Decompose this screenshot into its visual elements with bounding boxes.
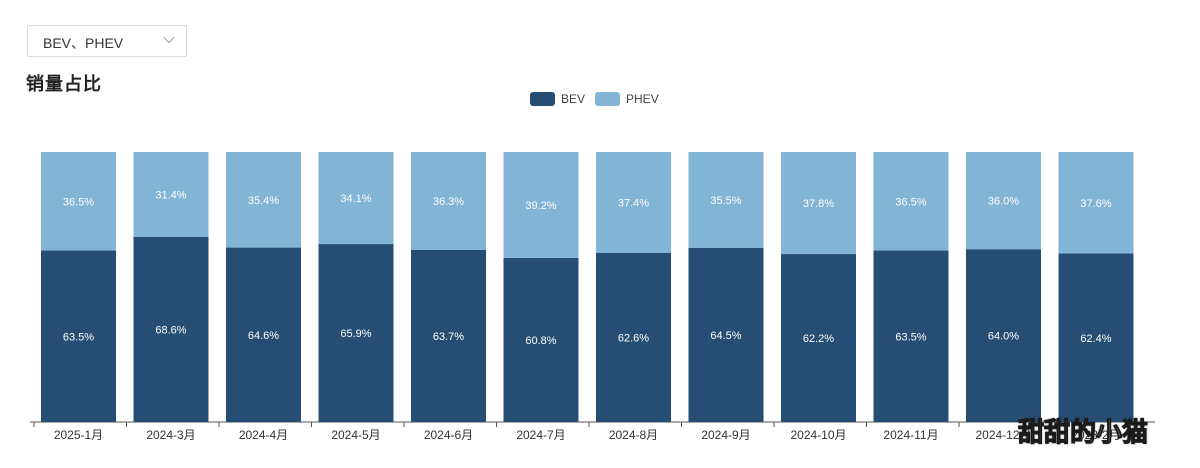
bar-phev-9[interactable] xyxy=(873,152,949,251)
legend-label-phev: PHEV xyxy=(626,92,659,106)
bar-bev-4[interactable] xyxy=(411,250,486,422)
x-tick-label-11: 2023-2月 xyxy=(1071,428,1120,442)
bar-phev-1[interactable] xyxy=(133,152,209,237)
bar-bev-5[interactable] xyxy=(503,257,579,422)
bar-phev-6[interactable] xyxy=(596,152,671,253)
legend-swatch-bev xyxy=(530,92,555,106)
bar-phev-7[interactable] xyxy=(688,152,764,248)
bar-bev-1[interactable] xyxy=(133,236,209,422)
bar-phev-0[interactable] xyxy=(41,152,116,251)
bar-bev-8[interactable] xyxy=(781,254,856,422)
bar-label-bev-4: 63.7% xyxy=(433,331,464,343)
bar-bev-7[interactable] xyxy=(688,247,764,422)
bar-label-bev-6: 62.6% xyxy=(618,332,649,344)
bar-label-phev-11: 37.6% xyxy=(1080,198,1111,210)
bar-label-phev-1: 31.4% xyxy=(155,189,186,201)
legend-item-phev[interactable]: PHEV xyxy=(595,92,659,106)
bar-bev-3[interactable] xyxy=(318,244,394,422)
x-tick-label-5: 2024-7月 xyxy=(516,428,565,442)
bar-label-bev-8: 62.2% xyxy=(803,333,834,345)
watermark: 甜甜的小猫 xyxy=(1017,418,1149,449)
x-tick-label-4: 2024-6月 xyxy=(424,428,473,442)
bar-label-phev-4: 36.3% xyxy=(433,196,464,208)
bar-label-bev-1: 68.6% xyxy=(155,324,186,336)
bar-label-bev-0: 63.5% xyxy=(63,331,94,343)
bar-label-phev-6: 37.4% xyxy=(618,197,649,209)
chevron-down-icon xyxy=(163,37,175,44)
bar-bev-9[interactable] xyxy=(873,250,949,422)
x-tick-label-7: 2024-9月 xyxy=(701,428,750,442)
legend-swatch-phev xyxy=(595,92,621,106)
chart-title: 销量占比 xyxy=(26,74,102,95)
bar-label-phev-7: 35.5% xyxy=(710,195,741,207)
x-tick-label-8: 2024-10月 xyxy=(790,428,846,442)
bar-label-phev-8: 37.8% xyxy=(803,198,834,210)
x-tick-label-1: 2024-3月 xyxy=(146,428,195,442)
bar-label-phev-3: 34.1% xyxy=(340,193,371,205)
bar-label-phev-10: 36.0% xyxy=(988,196,1019,208)
bar-bev-11[interactable] xyxy=(1058,253,1134,422)
bar-bev-10[interactable] xyxy=(966,249,1041,422)
bar-phev-11[interactable] xyxy=(1058,152,1134,254)
chart-legend: BEV PHEV xyxy=(530,92,669,106)
x-tick-label-2: 2024-4月 xyxy=(239,428,288,442)
legend-item-bev[interactable]: BEV xyxy=(530,92,585,106)
bar-label-phev-9: 36.5% xyxy=(895,196,926,208)
bar-label-bev-10: 64.0% xyxy=(988,331,1019,343)
x-tick-label-3: 2024-5月 xyxy=(331,428,380,442)
x-tick-label-0: 2025-1月 xyxy=(54,428,103,442)
bar-bev-2[interactable] xyxy=(226,247,301,422)
bar-label-bev-3: 65.9% xyxy=(340,328,371,340)
x-tick-label-6: 2024-8月 xyxy=(609,428,658,442)
series-filter-value: BEV、PHEV xyxy=(43,35,124,51)
bar-label-bev-2: 64.6% xyxy=(248,330,279,342)
bar-label-bev-11: 62.4% xyxy=(1080,333,1111,345)
legend-label-bev: BEV xyxy=(561,92,586,106)
bar-phev-8[interactable] xyxy=(781,152,856,255)
series-filter-dropdown[interactable]: BEV、PHEV xyxy=(27,25,187,57)
bar-label-bev-9: 63.5% xyxy=(895,331,926,343)
bar-phev-10[interactable] xyxy=(966,152,1041,250)
bar-phev-3[interactable] xyxy=(318,152,394,245)
bar-phev-5[interactable] xyxy=(503,152,579,258)
bar-label-bev-7: 64.5% xyxy=(710,330,741,342)
bar-bev-6[interactable] xyxy=(596,252,671,422)
bar-phev-2[interactable] xyxy=(226,152,301,248)
bar-label-phev-0: 36.5% xyxy=(63,196,94,208)
bar-bev-0[interactable] xyxy=(41,250,116,422)
bar-label-bev-5: 60.8% xyxy=(525,335,556,347)
x-tick-label-9: 2024-11月 xyxy=(883,428,938,442)
bar-phev-4[interactable] xyxy=(411,152,486,251)
bar-label-phev-5: 39.2% xyxy=(525,200,556,212)
x-tick-label-10: 2024-12月 xyxy=(975,428,1031,442)
bar-label-phev-2: 35.4% xyxy=(248,195,279,207)
